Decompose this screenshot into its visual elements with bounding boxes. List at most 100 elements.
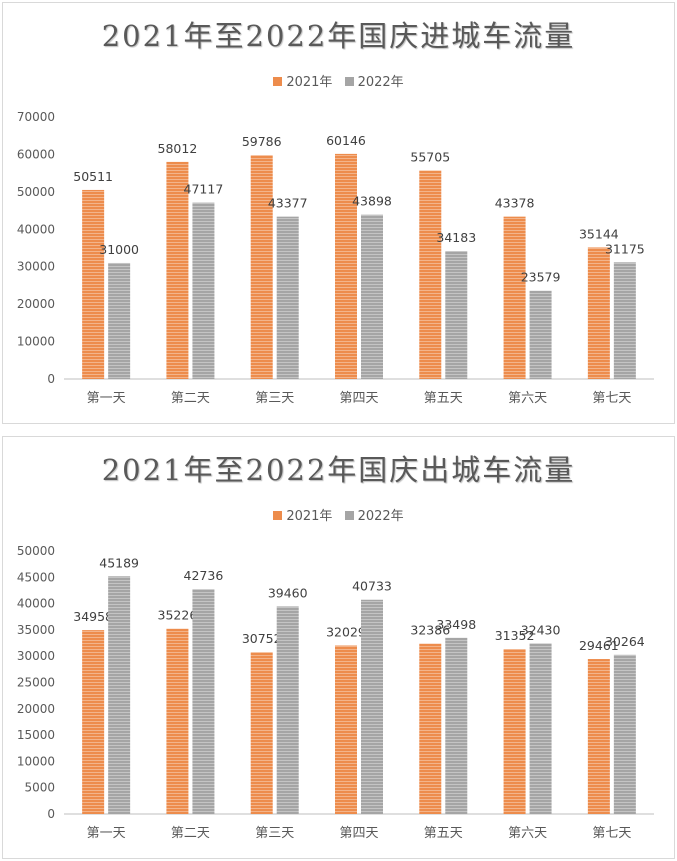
data-label: 45189 xyxy=(99,555,139,570)
y-tick-label: 60000 xyxy=(17,147,55,161)
x-tick-label: 第三天 xyxy=(255,826,294,841)
data-label: 35226 xyxy=(158,608,198,623)
y-tick-label: 15000 xyxy=(17,728,55,742)
bar-2021 xyxy=(82,189,105,379)
data-label: 34183 xyxy=(436,230,476,245)
legend-label-2022: 2022年 xyxy=(357,75,404,90)
bar-2021 xyxy=(166,161,189,379)
data-label: 31175 xyxy=(605,241,645,256)
bar-2021 xyxy=(503,649,526,814)
legend-item-2021: 2021年 xyxy=(273,71,332,90)
bar-2021 xyxy=(587,247,610,379)
y-tick-label: 10000 xyxy=(17,754,55,768)
x-tick-label: 第五天 xyxy=(424,826,463,841)
data-label: 42736 xyxy=(184,568,224,583)
y-tick-label: 30000 xyxy=(17,649,55,663)
x-tick-label: 第三天 xyxy=(255,391,294,406)
data-label: 43377 xyxy=(268,196,308,211)
legend-label-2021: 2021年 xyxy=(286,75,333,90)
inbound-chart-title: 2021年至2022年国庆进城车流量 xyxy=(101,19,576,53)
x-tick-label: 第一天 xyxy=(87,826,126,841)
bar-2022 xyxy=(361,599,383,814)
y-tick-label: 5000 xyxy=(24,781,55,795)
data-label: 31000 xyxy=(99,242,139,257)
legend-swatch-2021 xyxy=(273,511,283,520)
outbound-bar-chart: 0 5000 10000 15000 20000 25000 30000 35000 40000… xyxy=(17,544,654,841)
data-label: 29461 xyxy=(579,638,619,653)
inbound-bar-chart: 0 10000 20000 30000 40000 50000 60000 70000 第一天 5… xyxy=(17,110,654,406)
legend-label-2021: 2021年 xyxy=(286,509,333,524)
data-label: 43378 xyxy=(495,196,535,211)
y-tick-label: 0 xyxy=(47,372,55,386)
data-label: 32386 xyxy=(410,623,450,638)
data-label: 31352 xyxy=(495,628,535,643)
y-tick-label: 45000 xyxy=(17,570,55,584)
y-tick-label: 40000 xyxy=(17,222,55,236)
bar-2022 xyxy=(529,290,552,379)
y-tick-label: 50000 xyxy=(17,544,55,558)
bar-2021 xyxy=(82,630,105,814)
inbound-traffic-chart-panel: 2021年至2022年国庆进城车流量 2021年 2022年 0 10000 200… xyxy=(2,2,675,424)
data-label: 30264 xyxy=(605,634,645,649)
legend-item-2021: 2021年 xyxy=(273,505,332,524)
inbound-chart-legend: 2021年 2022年 xyxy=(3,71,674,90)
data-label: 30752 xyxy=(242,631,282,646)
data-label: 50511 xyxy=(73,169,113,184)
legend-item-2022: 2022年 xyxy=(344,505,404,524)
data-label: 40733 xyxy=(352,579,392,594)
y-tick-label: 50000 xyxy=(17,185,55,199)
x-tick-label: 第二天 xyxy=(171,391,210,406)
bar-2022 xyxy=(108,576,131,814)
data-label: 55705 xyxy=(410,150,450,165)
x-tick-label: 第二天 xyxy=(171,826,210,841)
data-label: 60146 xyxy=(326,133,366,148)
bar-2021 xyxy=(503,216,526,379)
x-tick-label: 第七天 xyxy=(592,826,631,841)
x-tick-label: 第四天 xyxy=(339,826,378,841)
legend-swatch-2022 xyxy=(344,511,354,520)
bar-2021 xyxy=(250,155,273,379)
bar-2021 xyxy=(335,153,357,379)
outbound-traffic-chart-panel: 2021年至2022年国庆出城车流量 2021年 2022年 0 5000 1000… xyxy=(2,436,675,859)
x-tick-label: 第一天 xyxy=(87,391,126,406)
x-tick-label: 第七天 xyxy=(592,391,631,406)
y-tick-label: 35000 xyxy=(17,623,55,637)
bar-2022 xyxy=(108,262,131,379)
x-tick-label: 第五天 xyxy=(424,391,463,406)
y-tick-label: 0 xyxy=(47,807,55,821)
outbound-chart-legend: 2021年 2022年 xyxy=(3,505,674,524)
y-tick-label: 40000 xyxy=(17,597,55,611)
data-label: 35144 xyxy=(579,226,619,241)
bar-2022 xyxy=(276,606,299,814)
data-label: 32029 xyxy=(326,625,366,640)
bar-2021 xyxy=(250,652,273,814)
bar-2022 xyxy=(192,202,215,379)
bar-2022 xyxy=(613,654,636,814)
outbound-chart-title: 2021年至2022年国庆出城车流量 xyxy=(101,453,576,487)
data-label: 58012 xyxy=(158,141,198,156)
bar-2021 xyxy=(419,170,442,379)
x-tick-label: 第四天 xyxy=(339,391,378,406)
bar-2022 xyxy=(529,643,552,814)
bar-2022 xyxy=(613,262,636,379)
bar-2022 xyxy=(361,214,383,379)
bar-2021 xyxy=(335,645,357,814)
y-tick-label: 70000 xyxy=(17,110,55,124)
x-tick-label: 第六天 xyxy=(508,391,547,406)
data-label: 33498 xyxy=(436,617,476,632)
legend-label-2022: 2022年 xyxy=(357,509,404,524)
bar-2022 xyxy=(276,216,299,379)
y-tick-label: 30000 xyxy=(17,260,55,274)
y-tick-label: 10000 xyxy=(17,335,55,349)
data-label: 43898 xyxy=(352,194,392,209)
data-label: 59786 xyxy=(242,134,282,149)
bar-2022 xyxy=(445,637,468,814)
x-tick-label: 第六天 xyxy=(508,826,547,841)
legend-swatch-2022 xyxy=(344,77,354,86)
bar-2021 xyxy=(587,659,610,814)
data-label: 47117 xyxy=(184,182,224,197)
legend-item-2022: 2022年 xyxy=(344,71,404,90)
bar-2021 xyxy=(166,628,189,814)
data-label: 32430 xyxy=(521,622,561,637)
data-label: 39460 xyxy=(268,585,308,600)
